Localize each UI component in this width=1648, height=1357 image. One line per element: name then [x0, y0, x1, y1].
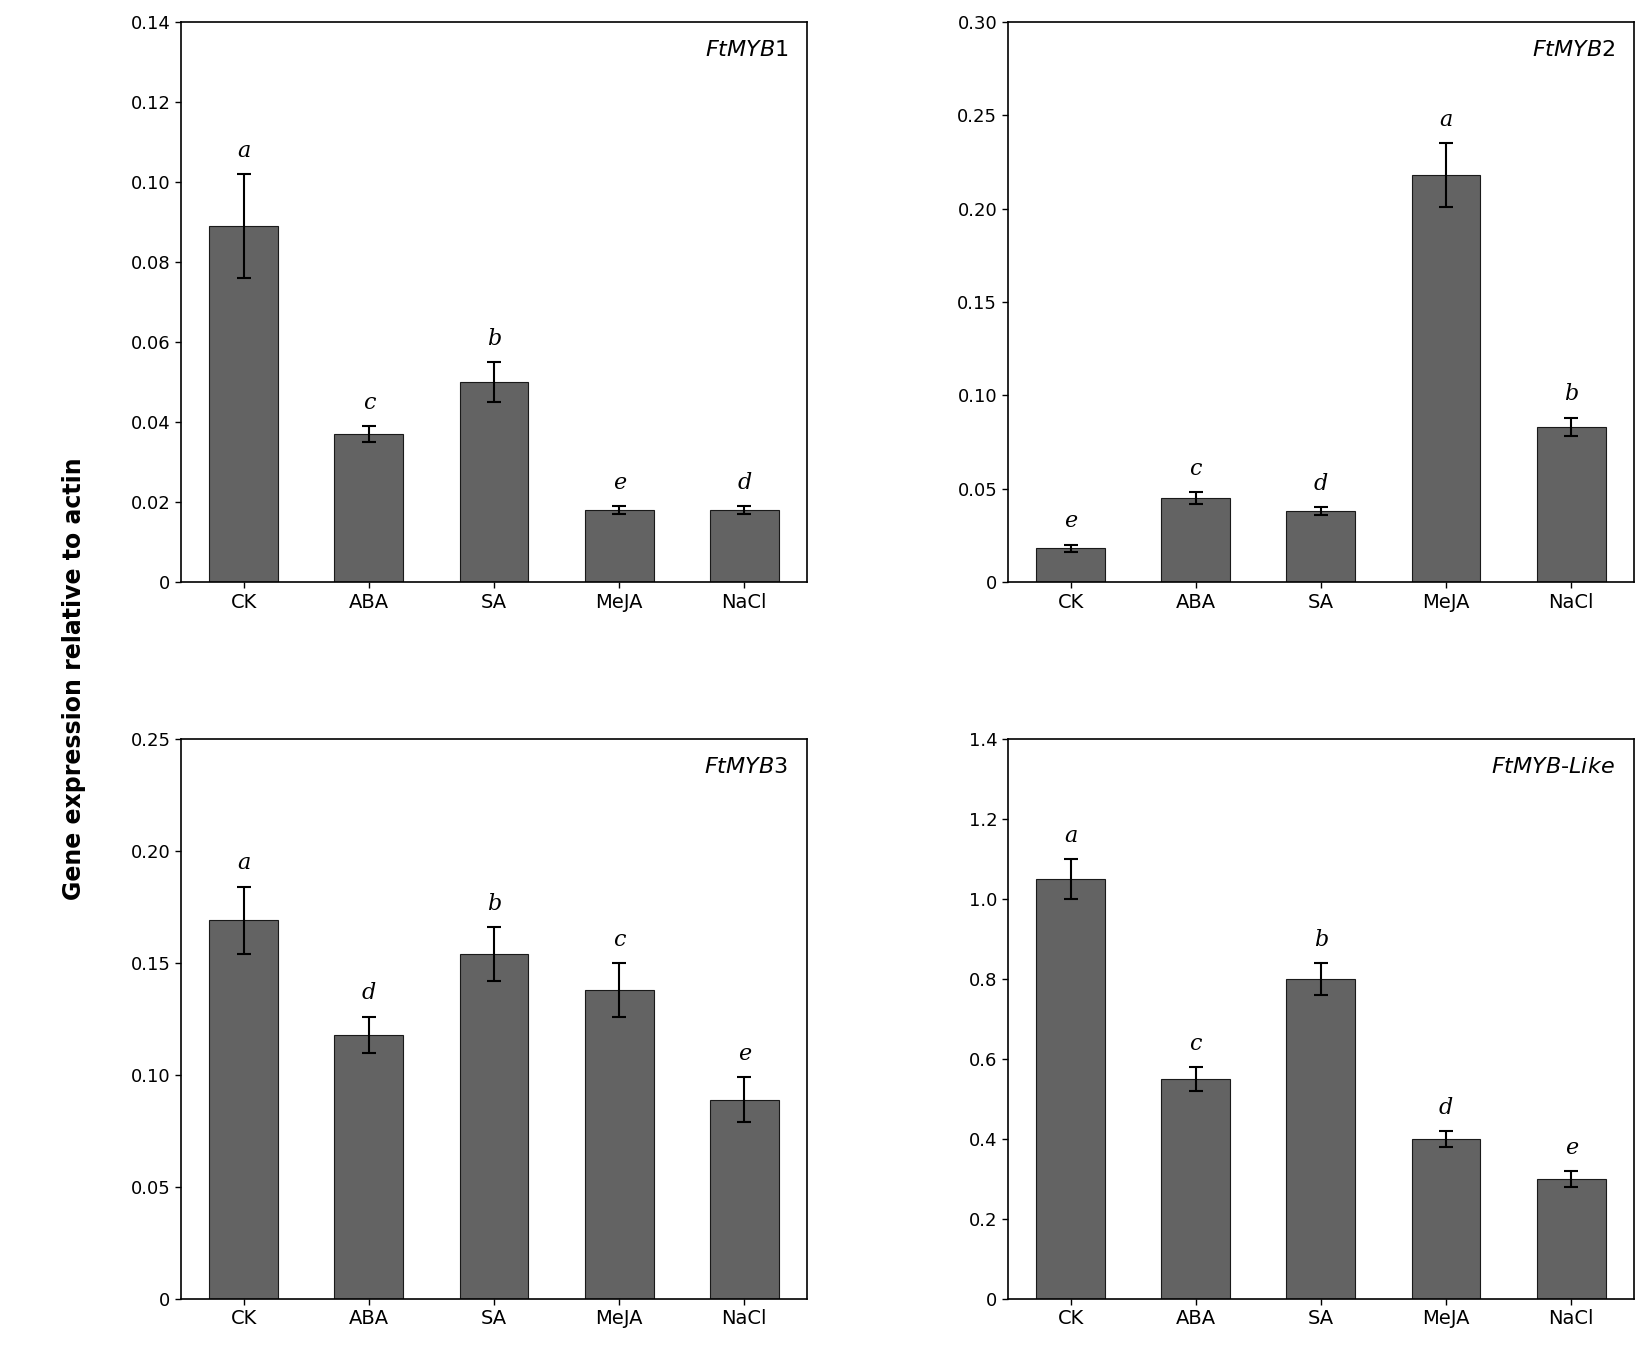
Text: a: a: [237, 852, 250, 874]
Text: b: b: [1313, 928, 1327, 951]
Text: $\bf{\it{FtMYB1}}$: $\bf{\it{FtMYB1}}$: [704, 39, 788, 61]
Text: $\bf{\it{FtMYB2}}$: $\bf{\it{FtMYB2}}$: [1531, 39, 1615, 61]
Text: d: d: [1439, 1096, 1452, 1118]
Text: $\bf{\it{FtMYB\text{-}Like}}$: $\bf{\it{FtMYB\text{-}Like}}$: [1490, 756, 1615, 778]
Bar: [1285, 512, 1355, 582]
Bar: [335, 1034, 404, 1299]
Bar: [335, 434, 404, 582]
Text: b: b: [486, 328, 501, 350]
Text: d: d: [1313, 474, 1327, 495]
Text: e: e: [1564, 1137, 1577, 1159]
Bar: [1285, 978, 1355, 1299]
Bar: [460, 383, 527, 582]
Text: e: e: [737, 1044, 750, 1065]
Text: $\bf{\it{FtMYB3}}$: $\bf{\it{FtMYB3}}$: [704, 756, 788, 778]
Bar: [1035, 879, 1104, 1299]
Text: e: e: [1063, 510, 1076, 532]
Bar: [1536, 427, 1605, 582]
Text: a: a: [1063, 825, 1076, 847]
Bar: [1536, 1179, 1605, 1299]
Text: a: a: [1439, 109, 1452, 132]
Bar: [209, 920, 279, 1299]
Text: e: e: [613, 472, 625, 494]
Text: c: c: [1188, 459, 1201, 480]
Bar: [1411, 1139, 1480, 1299]
Text: c: c: [363, 392, 374, 414]
Bar: [1160, 1079, 1229, 1299]
Bar: [710, 1099, 778, 1299]
Bar: [585, 510, 653, 582]
Bar: [209, 227, 279, 582]
Bar: [710, 510, 778, 582]
Text: d: d: [361, 982, 376, 1004]
Text: c: c: [1188, 1033, 1201, 1054]
Text: c: c: [613, 928, 625, 951]
Bar: [1160, 498, 1229, 582]
Bar: [585, 989, 653, 1299]
Text: b: b: [486, 893, 501, 915]
Text: Gene expression relative to actin: Gene expression relative to actin: [63, 457, 86, 900]
Text: d: d: [737, 472, 751, 494]
Bar: [460, 954, 527, 1299]
Bar: [1411, 175, 1480, 582]
Text: a: a: [237, 140, 250, 161]
Text: b: b: [1562, 384, 1577, 406]
Bar: [1035, 548, 1104, 582]
